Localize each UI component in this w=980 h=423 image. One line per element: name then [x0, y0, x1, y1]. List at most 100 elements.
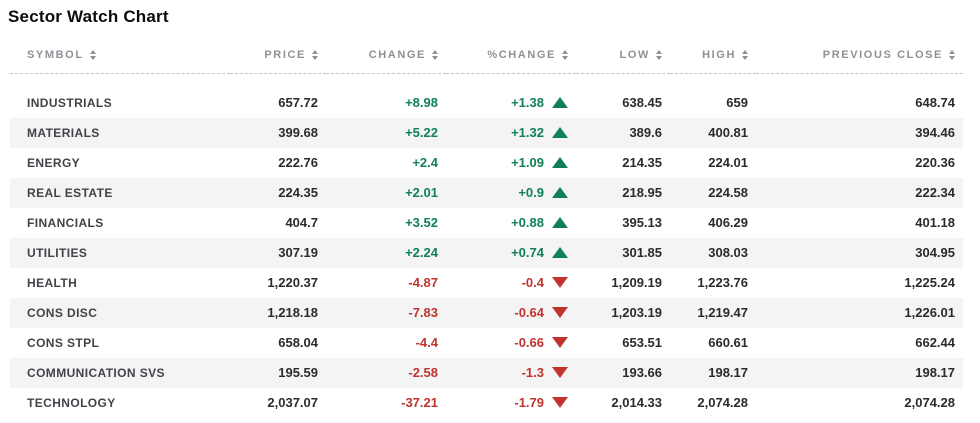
- pct-change-value: -0.4: [521, 275, 544, 290]
- high-cell: 198.17: [708, 365, 748, 380]
- change-cell: +2.4: [412, 155, 438, 170]
- column-header-previous_close[interactable]: PREVIOUS CLOSE: [756, 39, 963, 74]
- column-header-symbol[interactable]: SYMBOL: [10, 39, 230, 74]
- low-cell: 301.85: [622, 245, 662, 260]
- previous-close-cell: 222.34: [915, 185, 955, 200]
- pct-change-value: +0.74: [511, 245, 544, 260]
- high-cell: 2,074.28: [697, 395, 748, 410]
- low-cell: 193.66: [622, 365, 662, 380]
- table-row: INDUSTRIALS 657.72 +8.98 +1.38 638.45 659 648.…: [10, 88, 963, 118]
- change-cell: -4.4: [415, 335, 438, 350]
- symbol-cell: FINANCIALS: [27, 215, 104, 230]
- symbol-cell: REAL ESTATE: [27, 185, 113, 200]
- change-cell: -7.83: [408, 305, 438, 320]
- symbol-cell: MATERIALS: [27, 125, 100, 140]
- table-row: FINANCIALS 404.7 +3.52 +0.88 395.13 406.29 401…: [10, 208, 963, 238]
- sort-up-caret: [432, 50, 438, 54]
- symbol-cell: ENERGY: [27, 155, 81, 170]
- sort-up-caret: [656, 50, 662, 54]
- previous-close-cell: 1,226.01: [904, 305, 955, 320]
- pct-change-cell: -0.66: [446, 328, 576, 358]
- sort-icon: [312, 50, 318, 60]
- pct-change-value: +0.88: [511, 215, 544, 230]
- sort-icon: [432, 50, 438, 60]
- pct-change-cell: -1.3: [446, 358, 576, 388]
- column-header-price[interactable]: PRICE: [230, 39, 326, 74]
- high-cell: 660.61: [708, 335, 748, 350]
- column-header-low[interactable]: LOW: [576, 39, 670, 74]
- pct-change-cell: +0.9: [446, 178, 576, 208]
- sort-up-caret: [89, 50, 96, 54]
- pct-change-value: -1.3: [521, 365, 544, 380]
- low-cell: 638.45: [622, 95, 662, 110]
- symbol-cell: COMMUNICATION SVS: [27, 365, 165, 380]
- column-header-pct_change[interactable]: %CHANGE: [446, 39, 576, 74]
- trend-up-icon: [552, 127, 568, 138]
- column-header-label: HIGH: [702, 49, 736, 61]
- trend-down-icon: [552, 307, 568, 318]
- column-header-change[interactable]: CHANGE: [326, 39, 446, 74]
- table-row: MATERIALS 399.68 +5.22 +1.32 389.6 400.81 394.…: [10, 117, 963, 148]
- previous-close-cell: 662.44: [915, 335, 955, 350]
- trend-down-icon: [552, 397, 568, 408]
- sort-up-caret: [742, 50, 748, 54]
- pct-change-value: +0.9: [518, 185, 544, 200]
- symbol-cell: HEALTH: [27, 275, 78, 290]
- low-cell: 218.95: [622, 185, 662, 200]
- pct-change-cell: -0.4: [446, 268, 576, 298]
- pct-change-cell: +1.09: [446, 148, 576, 178]
- change-cell: -37.21: [401, 395, 438, 410]
- sort-up-caret: [312, 50, 318, 54]
- page-title: Sector Watch Chart: [8, 7, 169, 26]
- column-header-label: PREVIOUS CLOSE: [822, 49, 943, 61]
- column-header-high[interactable]: HIGH: [670, 39, 756, 74]
- previous-close-cell: 394.46: [915, 125, 955, 140]
- column-header-label: SYMBOL: [27, 49, 84, 61]
- price-cell: 404.7: [285, 215, 318, 230]
- sort-down-caret: [656, 56, 662, 60]
- low-cell: 653.51: [622, 335, 662, 350]
- previous-close-cell: 304.95: [915, 245, 955, 260]
- low-cell: 2,014.33: [611, 395, 662, 410]
- trend-down-icon: [552, 367, 568, 378]
- previous-close-cell: 648.74: [915, 95, 955, 110]
- price-cell: 222.76: [278, 155, 318, 170]
- pct-change-value: -0.64: [514, 305, 544, 320]
- symbol-cell: CONS STPL: [27, 335, 100, 350]
- low-cell: 389.6: [629, 125, 662, 140]
- previous-close-cell: 198.17: [915, 365, 955, 380]
- price-cell: 307.19: [278, 245, 318, 260]
- table-header-row: SYMBOL PRICE CHANGE %CHANGE LOW HIGH PREVIOUS …: [10, 39, 963, 74]
- price-cell: 195.59: [278, 365, 318, 380]
- table-row: HEALTH 1,220.37 -4.87 -0.4 1,209.19 1,223.76 1…: [10, 268, 963, 298]
- pct-change-value: +1.38: [511, 95, 544, 110]
- pct-change-cell: +1.32: [446, 118, 576, 148]
- sort-down-caret: [432, 56, 438, 60]
- high-cell: 1,223.76: [697, 275, 748, 290]
- high-cell: 1,219.47: [697, 305, 748, 320]
- trend-up-icon: [552, 97, 568, 108]
- pct-change-cell: +0.74: [446, 238, 576, 268]
- sector-watch-table: SYMBOL PRICE CHANGE %CHANGE LOW HIGH PREVIOUS …: [10, 39, 963, 418]
- high-cell: 224.58: [708, 185, 748, 200]
- pct-change-cell: +0.88: [446, 208, 576, 238]
- low-cell: 1,203.19: [611, 305, 662, 320]
- price-cell: 224.35: [278, 185, 318, 200]
- trend-up-icon: [552, 187, 568, 198]
- table-row: CONS DISC 1,218.18 -7.83 -0.64 1,203.19 1,219…: [10, 297, 963, 328]
- trend-down-icon: [552, 337, 568, 348]
- sort-icon: [656, 50, 662, 60]
- previous-close-cell: 1,225.24: [904, 275, 955, 290]
- price-cell: 399.68: [278, 125, 318, 140]
- change-cell: +8.98: [405, 95, 438, 110]
- pct-change-cell: -0.64: [446, 298, 576, 328]
- high-cell: 400.81: [708, 125, 748, 140]
- low-cell: 1,209.19: [611, 275, 662, 290]
- change-cell: +2.01: [405, 185, 438, 200]
- sort-icon: [742, 50, 748, 60]
- price-cell: 658.04: [278, 335, 318, 350]
- price-cell: 1,218.18: [267, 305, 318, 320]
- table-row: ENERGY 222.76 +2.4 +1.09 214.35 224.01 220.36: [10, 148, 963, 178]
- trend-up-icon: [552, 247, 568, 258]
- low-cell: 395.13: [622, 215, 662, 230]
